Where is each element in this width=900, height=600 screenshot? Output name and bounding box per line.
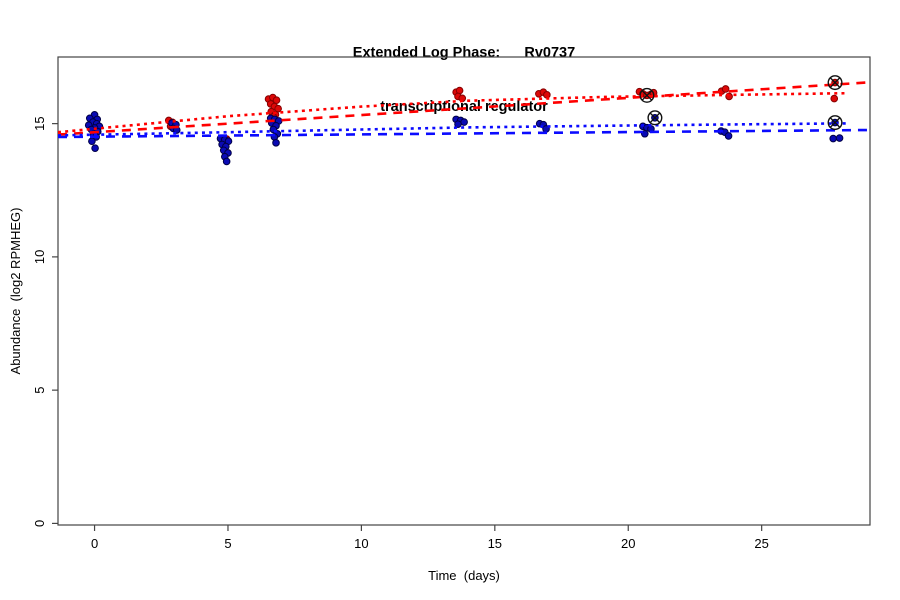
- trend-line-blue-dotted: [57, 122, 848, 137]
- outlier-ring-cross: [649, 112, 661, 124]
- y-tick-label: 15: [32, 116, 47, 130]
- data-point-blue: [724, 132, 733, 140]
- plot-border: [57, 56, 871, 526]
- data-point-blue: [835, 134, 844, 142]
- data-point-blue: [640, 129, 649, 138]
- x-axis-label: Time (days): [428, 568, 500, 583]
- outlier-ring-red: [639, 87, 655, 103]
- x-tick-label: 25: [754, 536, 768, 551]
- x-tick-label: 20: [621, 536, 635, 551]
- data-point-red: [830, 94, 839, 103]
- data-point-blue: [88, 137, 96, 146]
- data-point-blue: [460, 118, 468, 126]
- x-tick-label: 10: [354, 536, 368, 551]
- data-point-blue: [272, 139, 280, 147]
- data-point-red: [272, 96, 281, 104]
- data-point-blue: [222, 157, 231, 166]
- data-point-blue: [829, 134, 837, 143]
- trend-line-red-dotted: [57, 91, 848, 134]
- x-tick-label: 15: [488, 536, 502, 551]
- trend-line-red-dashed: [57, 81, 871, 136]
- y-tick-label: 10: [32, 250, 47, 264]
- trend-line-blue-dashed: [57, 128, 871, 139]
- outlier-ring-blue: [647, 110, 663, 126]
- data-point-blue: [91, 144, 99, 152]
- outlier-ring-blue: [827, 115, 843, 131]
- data-point-red: [721, 85, 730, 93]
- outlier-ring-cross: [829, 117, 841, 128]
- x-tick-label: 0: [91, 536, 98, 551]
- y-axis-label: Abundance (log2 RPMHEG): [8, 207, 23, 375]
- outlier-ring-cross: [829, 77, 841, 88]
- chart-title-line2: transcriptional regulator: [380, 99, 548, 115]
- x-tick-label: 5: [224, 536, 231, 551]
- y-tick-label: 0: [32, 520, 47, 527]
- y-tick-label: 5: [32, 387, 47, 394]
- data-point-blue: [454, 120, 462, 128]
- outlier-ring-cross: [641, 90, 653, 101]
- outlier-ring-red: [827, 75, 843, 91]
